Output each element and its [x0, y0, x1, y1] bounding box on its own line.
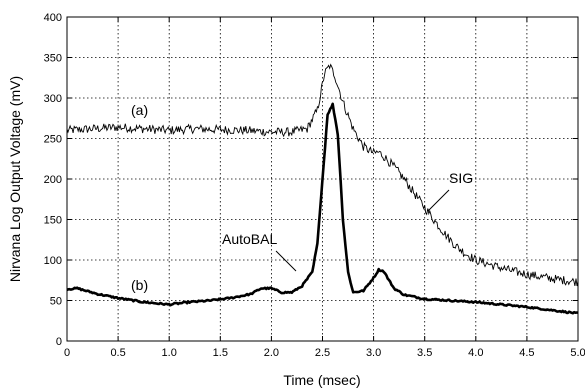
annotation-autobal: AutoBAL — [222, 231, 277, 247]
y-tick-label: 350 — [44, 53, 62, 65]
y-axis-title: Nirvana Log Output Voltage (mV) — [7, 76, 23, 282]
x-tick-label: 2.0 — [264, 347, 279, 359]
annotation-b: (b) — [131, 277, 148, 293]
x-tick-label: 0 — [64, 347, 70, 359]
y-tick-label: 0 — [56, 336, 62, 348]
x-tick-label: 2.5 — [315, 347, 330, 359]
y-tick-label: 100 — [44, 255, 62, 267]
autobal-leader-line — [275, 250, 297, 272]
y-tick-label: 400 — [44, 12, 62, 24]
x-tick-label: 3.0 — [366, 347, 381, 359]
x-tick-label: 5.0 — [570, 347, 585, 359]
y-tick-label: 250 — [44, 134, 62, 146]
annotation-a: (a) — [131, 102, 148, 118]
ticks-layer: 0 0.5 1.0 1.5 2.0 2.5 3.0 3.5 4.0 4.5 5.0 0 50 100 150… — [44, 12, 585, 359]
series-a-line — [66, 63, 579, 287]
x-axis-title: Time (msec) — [283, 372, 360, 388]
sig-leader-line — [427, 189, 450, 212]
series-b-line — [66, 102, 579, 315]
grid-layer — [67, 17, 578, 341]
y-tick-label: 200 — [44, 174, 62, 186]
y-tick-label: 50 — [50, 296, 62, 308]
x-tick-label: 4.5 — [519, 347, 534, 359]
series-layer — [66, 63, 579, 315]
y-tick-label: 150 — [44, 215, 62, 227]
x-tick-label: 1.0 — [162, 347, 177, 359]
x-tick-label: 4.0 — [468, 347, 483, 359]
y-tick-label: 300 — [44, 93, 62, 105]
x-tick-label: 0.5 — [110, 347, 125, 359]
annotation-sig: SIG — [449, 170, 473, 186]
x-tick-label: 3.5 — [417, 347, 432, 359]
x-tick-label: 1.5 — [213, 347, 228, 359]
